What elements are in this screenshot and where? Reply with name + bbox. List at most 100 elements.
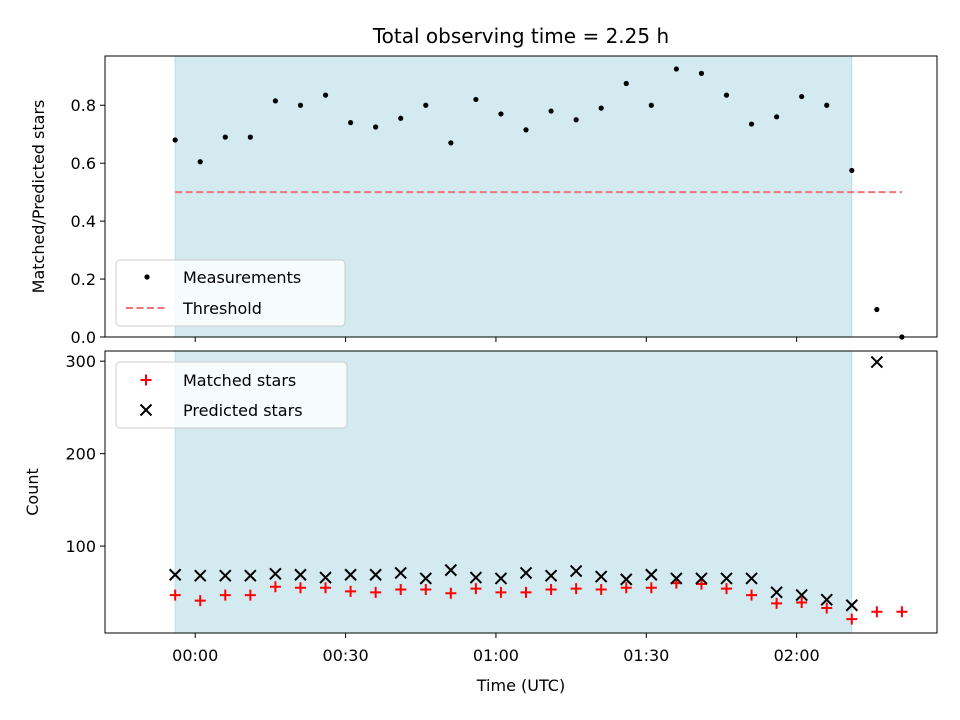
- data-point: [168, 568, 182, 581]
- data-point: [294, 568, 307, 581]
- data-point: [620, 582, 632, 594]
- data-point: [144, 274, 150, 280]
- y-tick-label: 0.6: [71, 154, 96, 173]
- legend-label-measurements: Measurements: [183, 268, 301, 287]
- x-tick-label: 00:30: [323, 646, 369, 665]
- data-point: [870, 355, 884, 369]
- data-point: [545, 584, 557, 596]
- data-point: [520, 586, 532, 598]
- data-point: [319, 571, 332, 584]
- data-point: [498, 111, 504, 117]
- data-point: [244, 589, 256, 601]
- data-point: [394, 566, 407, 580]
- y-tick-label: 0.8: [71, 96, 96, 115]
- data-point: [623, 80, 629, 87]
- count-y-axis-ticks: 100 200 300: [65, 352, 105, 556]
- x-tick-label: 00:00: [172, 646, 218, 665]
- legend-box: [115, 361, 348, 429]
- data-point: [695, 578, 707, 590]
- legend-label-threshold: Threshold: [182, 299, 262, 318]
- ratio-y-axis-label: Matched/Predicted stars: [29, 100, 48, 294]
- data-point: [846, 613, 858, 625]
- data-point: [140, 374, 152, 386]
- data-point: [139, 403, 153, 417]
- y-tick-label: 0.0: [71, 328, 96, 347]
- data-point: [469, 571, 483, 584]
- data-point: [745, 572, 758, 585]
- data-point: [695, 572, 708, 585]
- data-point: [845, 599, 859, 612]
- legend-box: [115, 259, 346, 327]
- data-point: [595, 584, 607, 596]
- data-point: [774, 114, 780, 120]
- data-point: [445, 587, 457, 599]
- data-point: [494, 572, 508, 585]
- count-y-axis-label: Count: [23, 468, 42, 516]
- data-point: [795, 588, 808, 602]
- ratio-y-axis-ticks: 0.0 0.2 0.4 0.6 0.8: [71, 96, 105, 347]
- data-point: [548, 108, 554, 114]
- data-point: [269, 581, 281, 593]
- data-point: [748, 121, 755, 127]
- data-point: [874, 306, 880, 313]
- data-point: [370, 586, 382, 598]
- data-point: [821, 602, 833, 614]
- data-point: [871, 606, 883, 618]
- ratio-plot-frame: [104, 55, 938, 338]
- y-tick-label: 200: [65, 445, 96, 464]
- data-point: [219, 589, 231, 601]
- data-point: [746, 589, 758, 601]
- data-point: [573, 117, 579, 123]
- count-legend: Matched stars Predicted stars: [115, 361, 348, 429]
- data-point: [194, 569, 207, 582]
- data-point: [373, 124, 379, 130]
- data-point: [620, 573, 633, 586]
- x-tick-label: 02:00: [774, 646, 820, 665]
- data-point: [495, 586, 507, 598]
- measurements-series: [172, 66, 905, 340]
- data-point: [345, 585, 357, 597]
- y-tick-label: 100: [65, 537, 96, 556]
- data-point: [470, 583, 482, 595]
- data-point: [297, 102, 304, 108]
- data-point: [820, 593, 833, 606]
- y-tick-label: 300: [65, 352, 96, 371]
- data-point: [444, 563, 458, 577]
- data-point: [419, 572, 432, 585]
- y-tick-label: 0.4: [71, 212, 96, 231]
- data-point: [670, 572, 683, 585]
- y-tick-label: 0.2: [71, 270, 96, 289]
- data-point: [896, 606, 908, 618]
- data-point: [473, 96, 479, 103]
- data-point: [570, 583, 582, 595]
- data-point: [197, 159, 203, 165]
- data-point: [519, 566, 533, 580]
- data-point: [648, 102, 654, 108]
- count-panel: 100 200 300 00:00 00:30 01:00 01:30 02:00 Coun…: [23, 350, 938, 695]
- ratio-panel: 0.00.20.40.60.8 Matched/Predicted stars …: [29, 55, 938, 347]
- data-point: [172, 137, 178, 143]
- data-point: [544, 569, 558, 582]
- data-point: [344, 568, 357, 581]
- data-point: [594, 570, 608, 583]
- data-point: [294, 582, 306, 594]
- predicted-stars-series: [168, 355, 884, 612]
- data-point: [320, 582, 332, 594]
- data-point: [673, 66, 679, 72]
- data-point: [398, 115, 404, 121]
- data-point: [247, 134, 253, 140]
- data-point: [698, 70, 705, 76]
- data-point: [347, 120, 354, 126]
- ratio-legend: Measurements Threshold: [115, 259, 346, 327]
- data-point: [194, 595, 206, 607]
- data-point: [523, 127, 529, 133]
- data-point: [598, 105, 604, 111]
- data-point: [420, 584, 432, 596]
- data-point: [222, 134, 228, 140]
- data-point: [369, 568, 382, 581]
- data-point: [771, 597, 783, 609]
- count-plot-frame: [104, 350, 938, 634]
- data-point: [720, 572, 733, 585]
- legend-label-predicted: Predicted stars: [183, 401, 303, 420]
- x-tick-label: 01:30: [623, 646, 669, 665]
